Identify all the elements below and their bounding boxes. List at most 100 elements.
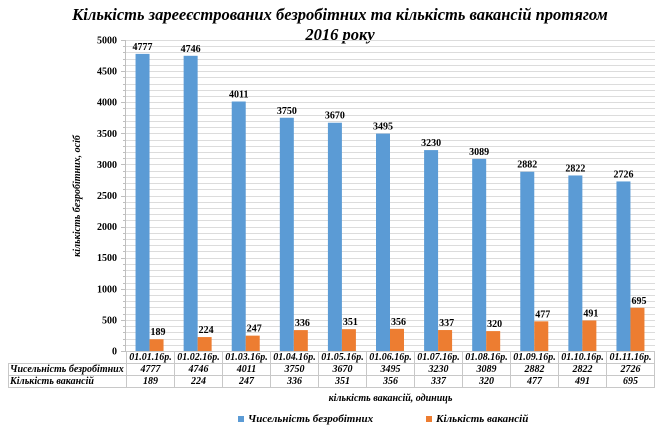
- data-label-unemployed: 2822: [565, 163, 585, 174]
- x-tick-label: 01.06.16р.: [366, 351, 415, 364]
- y-tick-label: 4000: [97, 98, 117, 109]
- x-tick-label: 01.03.16р.: [222, 351, 271, 364]
- table-cell: 3230: [414, 363, 463, 376]
- legend-label-unemployed: Чисельність безробітних: [248, 413, 374, 425]
- bar-vacancies: [630, 307, 645, 351]
- table-row-header: Чисельність безробітних: [8, 363, 127, 376]
- data-label-vacancies: 189: [151, 327, 166, 338]
- table-cell: 224: [174, 375, 223, 388]
- table-cell: 2726: [606, 363, 655, 376]
- y-tick-label: 2500: [97, 191, 117, 202]
- data-label-unemployed: 4011: [229, 90, 248, 101]
- x-tick-label: 01.08.16р.: [462, 351, 511, 364]
- legend-label-vacancies: Кількість вакансій: [436, 413, 529, 425]
- y-tick-label: 1000: [97, 284, 117, 295]
- table-cell: 356: [366, 375, 415, 388]
- bar-unemployed: [183, 55, 198, 352]
- data-label-unemployed: 4777: [133, 42, 153, 53]
- data-label-unemployed: 3089: [469, 147, 489, 158]
- y-tick-label: 3500: [97, 129, 117, 140]
- legend-item-unemployed: Чисельність безробітних: [238, 413, 373, 425]
- table-cell: 4777: [126, 363, 175, 376]
- bar-unemployed: [568, 175, 583, 351]
- bar-vacancies: [341, 329, 356, 351]
- bar-vacancies: [293, 330, 308, 351]
- table-row-header: Кількість вакансій: [8, 375, 127, 388]
- x-tick-label: 01.04.16р.: [270, 351, 319, 364]
- bar-vacancies: [149, 339, 164, 351]
- x-tick-label: 01.09.16р.: [510, 351, 559, 364]
- table-cell: 4011: [222, 363, 271, 376]
- legend-swatch-blue: [238, 416, 244, 422]
- data-label-unemployed: 4746: [181, 44, 201, 55]
- bar-vacancies: [486, 331, 501, 351]
- bar-unemployed: [135, 53, 150, 351]
- table-cell: 351: [318, 375, 367, 388]
- table-cell: 337: [414, 375, 463, 388]
- bar-vacancies: [534, 321, 549, 351]
- y-tick-label: 4500: [97, 67, 117, 78]
- data-label-vacancies: 224: [199, 325, 214, 336]
- legend: Чисельність безробітних Кількість ваканс…: [0, 413, 660, 427]
- table-cell: 247: [222, 375, 271, 388]
- bar-unemployed: [472, 158, 487, 351]
- x-tick-label: 01.05.16р.: [318, 351, 367, 364]
- bar-vacancies: [582, 320, 597, 351]
- data-label-vacancies: 247: [247, 324, 262, 335]
- legend-item-vacancies: Кількість вакансій: [426, 413, 528, 425]
- x-tick-label: 01.01.16р.: [126, 351, 175, 364]
- chart-title-line2: 2016 року: [305, 25, 375, 44]
- table-cell: 477: [510, 375, 559, 388]
- bar-unemployed: [520, 171, 535, 351]
- data-label-unemployed: 3750: [277, 106, 297, 117]
- bar-unemployed: [616, 181, 631, 351]
- y-tick-label: 2000: [97, 222, 117, 233]
- bar-unemployed: [279, 117, 294, 351]
- y-tick-label: 500: [102, 315, 117, 326]
- data-label-vacancies: 337: [439, 318, 454, 329]
- data-label-vacancies: 356: [391, 317, 406, 328]
- data-label-vacancies: 336: [295, 318, 310, 329]
- data-labels: 4777 189 4746 224 4011 247 3750 336 3670 351 3495 3…: [133, 42, 647, 338]
- y-tick-label: 5000: [97, 36, 117, 47]
- table-row: Кількість вакансій 189 224 247 336 351 356 337 3…: [8, 375, 655, 388]
- table-cell: 189: [126, 375, 175, 388]
- data-label-vacancies: 695: [631, 296, 646, 307]
- bar-vacancies: [245, 335, 260, 351]
- bar-vacancies: [390, 328, 404, 351]
- table-header-row: 01.01.16р. 01.02.16р. 01.03.16р. 01.04.16р.…: [8, 351, 655, 364]
- bar-vacancies: [438, 330, 453, 351]
- legend-swatch-orange: [426, 416, 432, 422]
- bar-unemployed: [327, 122, 342, 351]
- y-tick-label: 3000: [97, 160, 117, 171]
- data-label-unemployed: 3230: [421, 138, 441, 149]
- y-tick-label: 1500: [97, 253, 117, 264]
- table-cell: 3495: [366, 363, 415, 376]
- bar-vacancies: [197, 337, 212, 351]
- table-cell: 3670: [318, 363, 367, 376]
- table-cell: 2822: [558, 363, 607, 376]
- table-corner: [8, 351, 127, 364]
- y-axis-label: кількість безробітних, осіб: [72, 134, 83, 257]
- chart-title: Кількість зарееєстрованих безробітних та…: [40, 5, 640, 45]
- data-label-unemployed: 2882: [517, 160, 537, 171]
- table-cell: 491: [558, 375, 607, 388]
- table-cell: 3750: [270, 363, 319, 376]
- bars: [135, 53, 645, 352]
- bar-unemployed: [231, 101, 246, 351]
- data-label-vacancies: 477: [535, 309, 550, 320]
- x-tick-label: 01.02.16р.: [174, 351, 223, 364]
- table-row: Чисельність безробітних 4777 4746 4011 3750 3…: [8, 363, 655, 376]
- bar-unemployed: [424, 150, 439, 351]
- table-cell: 3089: [462, 363, 511, 376]
- x-tick-label: 01.11.16р.: [606, 351, 655, 364]
- data-label-unemployed: 2726: [613, 169, 633, 180]
- x-tick-label: 01.07.16р.: [414, 351, 463, 364]
- data-label-vacancies: 320: [487, 319, 502, 330]
- table-cell: 336: [270, 375, 319, 388]
- table-cell: 4746: [174, 363, 223, 376]
- x-tick-label: 01.10.16р.: [558, 351, 607, 364]
- data-label-unemployed: 3495: [373, 122, 393, 133]
- bar-unemployed: [376, 133, 390, 351]
